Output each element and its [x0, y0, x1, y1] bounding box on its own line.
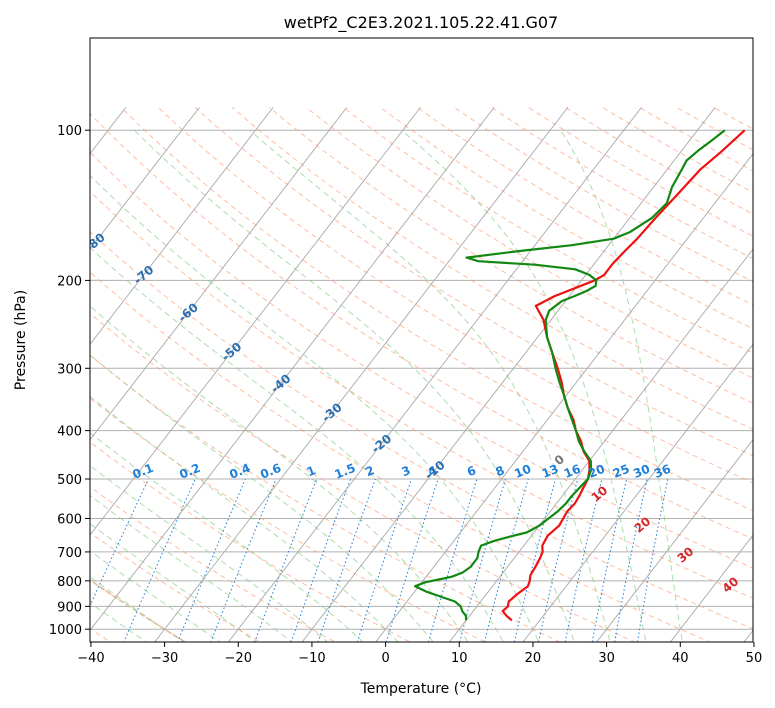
mixing-ratio-label: 20	[586, 462, 607, 481]
mixing-ratio-line	[637, 478, 669, 642]
dry-adiabat-line	[90, 271, 711, 642]
mixing-ratio-line	[317, 478, 376, 642]
x-tick-label: 0	[381, 651, 389, 666]
y-tick-label: 300	[57, 362, 82, 377]
y-tick-label: 500	[57, 473, 82, 488]
y-tick-label: 400	[57, 425, 82, 440]
isotherm-line	[375, 152, 753, 642]
moist-adiabat-line	[90, 550, 221, 642]
dry-adiabat-line	[194, 107, 753, 457]
dry-adiabat-line	[90, 441, 412, 642]
x-tick-label: −30	[151, 651, 178, 666]
moist-adiabat-line	[90, 432, 364, 642]
isotherm-line	[90, 107, 200, 250]
moist-adiabat-line	[560, 129, 683, 642]
moist-adiabat-line	[90, 246, 504, 642]
y-tick-label: 100	[57, 124, 82, 139]
isotherm-line	[448, 248, 753, 642]
mixing-ratio-label: 16	[562, 462, 583, 481]
y-tick-label: 600	[57, 512, 82, 527]
mixing-ratio-line	[538, 478, 579, 642]
moist-adiabats	[90, 129, 683, 642]
isotherm-line	[90, 107, 495, 632]
mixing-ratio-line	[614, 478, 648, 642]
isotherm-line	[227, 107, 642, 642]
mixing-ratio-line	[90, 478, 149, 607]
x-tick-label: −10	[298, 651, 325, 666]
x-axis-label: Temperature (°C)	[360, 681, 482, 697]
moist-adiabat-line	[90, 494, 293, 642]
dry-adiabat-line	[90, 230, 753, 630]
mixing-ratio-line	[591, 478, 628, 642]
sounding-profiles	[414, 129, 746, 622]
dry-adiabat-line	[90, 354, 562, 642]
isotherm-line	[90, 107, 421, 536]
y-tick-label: 700	[57, 546, 82, 561]
chart-title: wetPf2_C2E3.2021.105.22.41.G07	[284, 13, 558, 33]
x-tick-label: 50	[746, 651, 763, 666]
isotherm-line	[522, 343, 753, 642]
mixing-ratio-label: 36	[652, 462, 673, 481]
isotherm-line	[90, 107, 348, 441]
mixing-ratio-line	[254, 478, 318, 642]
y-tick-label: 900	[57, 600, 82, 615]
x-axis: −40 −30 −20 −10 0 10 20 30 40 50	[77, 642, 762, 666]
mixing-ratio-line	[513, 478, 557, 642]
y-tick-label: 200	[57, 274, 82, 289]
mixing-ratio-lines	[90, 478, 669, 642]
isotherm-line	[154, 107, 569, 642]
mixing-ratio-line	[564, 478, 603, 642]
y-axis: 100 200 300 400 500 600 700 800 900 1000	[49, 124, 90, 638]
dry-adiabat-line	[305, 107, 753, 379]
dry-adiabat-line	[90, 112, 753, 540]
mixing-ratio-label: 25	[611, 462, 632, 481]
moist-adiabat-line	[249, 129, 611, 642]
dry-adiabat-line	[90, 578, 187, 642]
moist-adiabat-line	[133, 129, 575, 642]
mixing-ratio-line	[483, 478, 529, 642]
mixing-ratio-line	[290, 478, 351, 642]
moist-adiabat-line	[401, 129, 647, 642]
y-tick-label: 800	[57, 575, 82, 590]
x-tick-label: 10	[451, 651, 468, 666]
mixing-ratio-line	[210, 478, 277, 642]
moist-adiabat-line	[90, 523, 257, 642]
y-axis-label: Pressure (hPa)	[13, 290, 29, 390]
mixing-ratio-label: 13	[540, 462, 561, 481]
isotherm-line	[301, 107, 716, 642]
dry-adiabat-line	[231, 107, 753, 430]
isotherms	[90, 107, 753, 642]
isotherm-line	[596, 439, 753, 642]
dry-adiabat-line	[342, 107, 753, 354]
x-tick-label: 40	[672, 651, 689, 666]
mixing-ratio-line	[428, 478, 478, 642]
moist-adiabat-line	[90, 174, 540, 642]
dry-adiabat-line	[120, 107, 753, 512]
moist-adiabat-line	[90, 576, 185, 642]
isotherm-line	[90, 107, 274, 346]
x-tick-label: −40	[77, 651, 104, 666]
grid-lines	[90, 129, 753, 630]
x-tick-label: 30	[598, 651, 615, 666]
mixing-ratio-line	[356, 478, 412, 642]
mixing-ratio-label: 30	[631, 462, 652, 481]
mixing-ratio-line	[385, 478, 439, 642]
dewpoint-profile-line	[414, 129, 726, 621]
x-tick-label: 20	[525, 651, 542, 666]
moist-adiabat-line	[90, 305, 469, 642]
moist-adiabat-line	[90, 395, 399, 642]
mixing-ratio-label: 10	[512, 462, 533, 481]
x-tick-label: −20	[225, 651, 252, 666]
plot-frame	[89, 37, 754, 643]
moist-adiabat-line	[90, 602, 148, 642]
dry-adiabat-line	[90, 486, 337, 642]
y-tick-label: 1000	[49, 623, 82, 638]
isotherm-line	[669, 534, 753, 642]
dry-adiabat-line	[90, 312, 637, 642]
mixing-ratio-line	[459, 478, 506, 642]
